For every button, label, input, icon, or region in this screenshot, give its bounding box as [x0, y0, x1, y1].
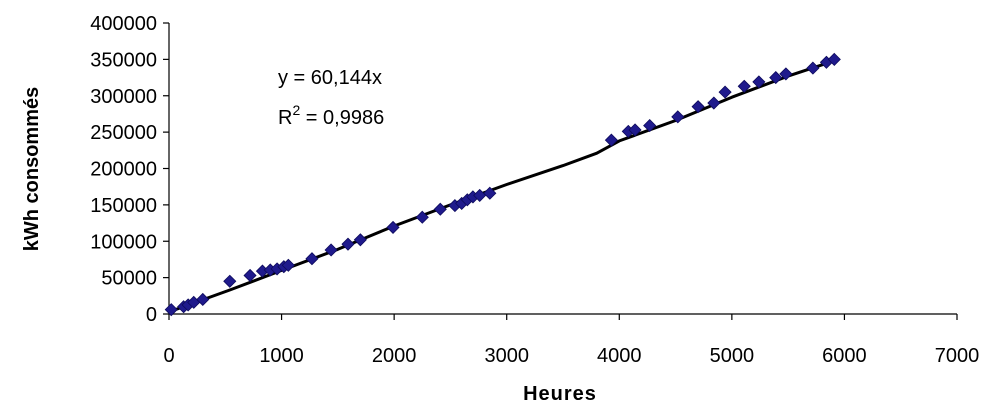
y-tick-label: 150000	[90, 195, 157, 217]
x-tick-label: 4000	[597, 345, 642, 367]
data-point	[718, 85, 732, 99]
x-tick-label: 5000	[710, 345, 755, 367]
y-tick-label: 50000	[101, 268, 157, 290]
x-axis: 0 1000 2000 3000 4000 5000 6000 7000	[163, 313, 980, 367]
data-point	[628, 123, 642, 137]
x-tick-label: 0	[163, 345, 174, 367]
y-tick-label: 100000	[90, 231, 157, 253]
r-squared-value: = 0,9986	[300, 107, 384, 129]
x-axis-title: Heures	[523, 383, 597, 405]
x-tick-label: 2000	[372, 345, 417, 367]
data-point	[281, 258, 295, 272]
data-point	[806, 61, 820, 75]
data-point	[305, 252, 319, 266]
r-squared: R2 = 0,9986	[278, 102, 384, 129]
y-tick-label: 350000	[90, 49, 157, 71]
data-point	[604, 133, 618, 147]
y-axis-title: kWh consommés	[21, 87, 43, 251]
data-point	[691, 100, 705, 114]
points-layer	[164, 52, 841, 317]
x-tick-label: 1000	[259, 345, 304, 367]
data-point	[243, 268, 257, 283]
data-point	[483, 186, 497, 200]
data-point	[353, 233, 367, 247]
x-tick-label: 6000	[822, 345, 867, 367]
y-axis: 0 50000 100000 150000 200000 250000 300000 3500…	[90, 13, 170, 326]
data-point	[671, 110, 685, 124]
data-point	[737, 79, 751, 93]
x-tick-label: 7000	[935, 345, 980, 367]
data-point	[433, 202, 447, 216]
y-tick-label: 250000	[90, 122, 157, 144]
y-tick-label: 400000	[90, 13, 157, 35]
data-point	[196, 292, 210, 307]
data-point	[752, 75, 766, 89]
data-point	[386, 220, 400, 234]
data-point	[827, 52, 841, 66]
data-point	[324, 243, 338, 257]
data-point	[707, 96, 721, 110]
data-point	[769, 70, 783, 85]
y-tick-label: 300000	[90, 86, 157, 108]
data-point	[779, 67, 793, 81]
data-point	[223, 274, 237, 288]
y-tick-label: 0	[146, 304, 157, 326]
trend-equation: y = 60,144x	[278, 67, 382, 89]
data-point	[341, 237, 355, 251]
equation-annotation: y = 60,144x R2 = 0,9986	[278, 67, 384, 129]
r-squared-superscript: 2	[292, 102, 300, 118]
data-point	[164, 303, 178, 317]
r-squared-prefix: R	[278, 107, 292, 129]
data-point	[643, 119, 657, 133]
y-tick-label: 200000	[90, 159, 157, 181]
data-point	[415, 210, 429, 224]
x-tick-label: 3000	[484, 345, 529, 367]
